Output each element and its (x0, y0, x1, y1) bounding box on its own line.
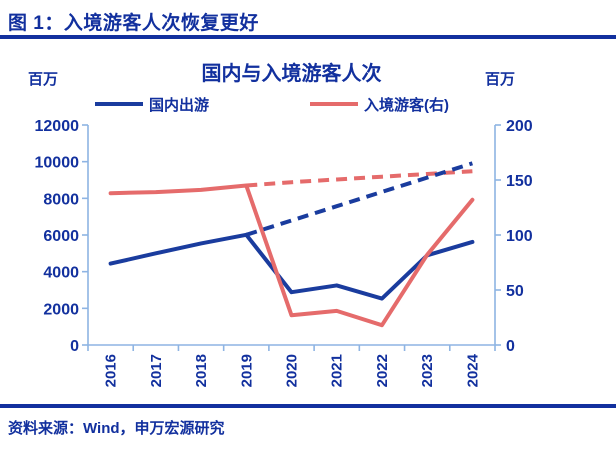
left-axis-unit: 百万 (28, 71, 58, 88)
x-axis-label: 2020 (284, 354, 301, 387)
series-line-3-dashed (245, 161, 473, 237)
right-tick-label: 150 (506, 173, 533, 190)
left-tick-label: 6000 (43, 228, 79, 245)
right-tick-label: 200 (506, 118, 533, 135)
x-axis-label: 2017 (148, 354, 165, 387)
x-axis-label: 2016 (103, 354, 120, 387)
figure-title: 图 1：入境游客人次恢复更好 (8, 13, 259, 34)
right-tick-label: 0 (506, 338, 515, 355)
right-tick-label: 50 (506, 283, 524, 300)
source-row: 资料来源：Wind，申万宏源研究 (0, 404, 616, 452)
left-tick-label: 8000 (43, 191, 79, 208)
left-tick-label: 10000 (35, 155, 80, 172)
x-axis-label: 2022 (374, 354, 391, 387)
left-tick-label: 2000 (43, 301, 79, 318)
right-tick-label: 100 (506, 228, 533, 245)
right-axis-unit: 百万 (485, 71, 515, 88)
x-axis-label: 2023 (419, 354, 436, 387)
left-tick-label: 4000 (43, 265, 79, 282)
left-tick-label: 0 (70, 338, 79, 355)
legend-label-1: 入境游客(右) (364, 96, 449, 114)
left-tick-label: 12000 (35, 118, 80, 135)
x-axis-label: 2024 (464, 353, 481, 387)
x-axis-label: 2021 (329, 354, 346, 387)
source-note: 资料来源：Wind，申万宏源研究 (8, 420, 225, 437)
series-line-1-solid (108, 183, 475, 328)
figure-header: 图 1：入境游客人次恢复更好 (0, 0, 616, 39)
chart-title: 国内与入境游客人次 (202, 61, 382, 85)
x-axis-label: 2018 (193, 354, 210, 387)
x-axis-label: 2019 (238, 354, 255, 387)
legend-label-0: 国内出游 (149, 96, 209, 114)
series-line-0-solid (108, 232, 475, 301)
